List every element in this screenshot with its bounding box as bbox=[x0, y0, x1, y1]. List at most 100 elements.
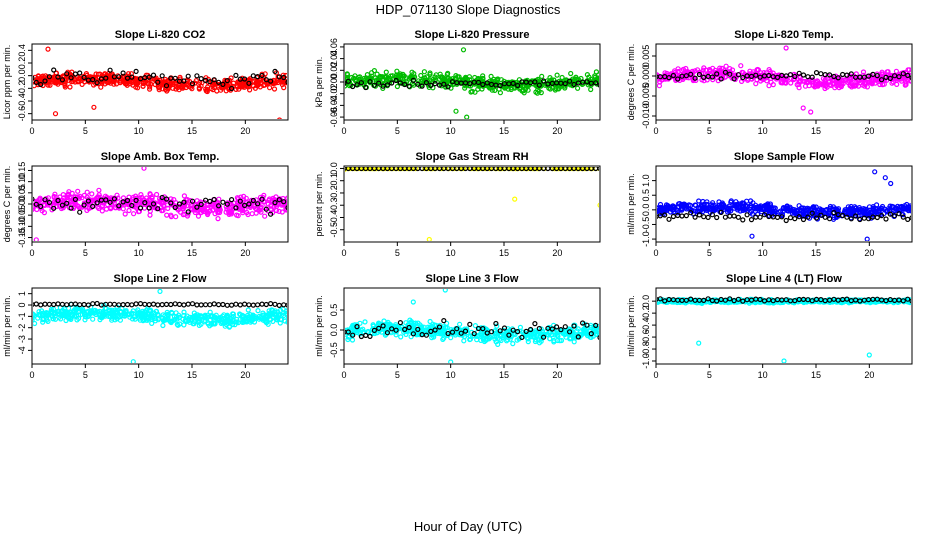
point-reference bbox=[826, 216, 833, 222]
point-all bbox=[893, 68, 900, 74]
point-reference bbox=[42, 301, 48, 307]
point-reference bbox=[532, 79, 538, 85]
point-reference bbox=[350, 332, 356, 338]
plot-frame bbox=[655, 165, 913, 243]
point-all bbox=[448, 359, 454, 363]
point-all bbox=[96, 205, 102, 211]
point-reference bbox=[809, 74, 815, 80]
point-all bbox=[756, 204, 762, 210]
point-all bbox=[106, 310, 112, 316]
y-tick-label: -1 bbox=[17, 312, 27, 320]
x-tick-label: 5 bbox=[395, 370, 400, 380]
point-reference bbox=[571, 323, 577, 329]
point-reference bbox=[436, 324, 443, 330]
point-all bbox=[772, 208, 778, 214]
x-tick-label: 0 bbox=[653, 370, 658, 380]
point-all bbox=[214, 88, 220, 94]
point-reference bbox=[497, 328, 503, 334]
y-tick-label: 0.000 bbox=[641, 65, 651, 88]
point-reference bbox=[150, 201, 157, 207]
point-reference bbox=[233, 205, 239, 211]
y-tick-label: 0.4 bbox=[17, 44, 27, 57]
point-all bbox=[81, 192, 87, 198]
point-all bbox=[236, 205, 242, 211]
point-reference bbox=[246, 80, 252, 86]
point-all bbox=[180, 212, 186, 218]
point-all bbox=[865, 299, 871, 305]
point-all bbox=[415, 320, 421, 326]
point-all bbox=[538, 89, 544, 96]
y-tick-label: -0.8 bbox=[641, 341, 651, 357]
point-reference bbox=[94, 300, 100, 307]
point-reference bbox=[735, 72, 742, 78]
point-reference bbox=[584, 322, 590, 328]
point-all bbox=[401, 73, 407, 79]
point-reference bbox=[393, 77, 399, 84]
point-reference bbox=[809, 298, 815, 304]
point-reference bbox=[124, 197, 131, 204]
point-all bbox=[517, 324, 524, 330]
point-reference bbox=[146, 205, 152, 211]
point-all bbox=[80, 308, 86, 314]
point-reference bbox=[51, 67, 57, 73]
point-all bbox=[453, 108, 459, 114]
point-reference bbox=[142, 301, 148, 307]
point-reference bbox=[844, 296, 850, 302]
point-reference bbox=[129, 202, 135, 209]
point-all bbox=[173, 214, 179, 220]
point-all bbox=[852, 83, 858, 89]
y-tick-label: 0 bbox=[17, 303, 27, 308]
point-all bbox=[255, 308, 261, 314]
point-all bbox=[88, 310, 95, 316]
point-reference bbox=[900, 71, 906, 77]
point-all bbox=[241, 318, 247, 324]
point-reference bbox=[445, 330, 451, 337]
point-reference bbox=[229, 197, 235, 203]
point-all bbox=[427, 70, 433, 76]
point-all bbox=[788, 80, 794, 86]
y-axis-label: kPa per min. bbox=[314, 57, 324, 108]
point-all bbox=[508, 86, 514, 93]
point-reference bbox=[224, 77, 230, 84]
point-all bbox=[223, 319, 229, 325]
point-reference bbox=[194, 302, 200, 308]
point-all bbox=[870, 76, 877, 83]
point-reference bbox=[242, 76, 248, 82]
point-all bbox=[227, 209, 233, 215]
x-tick-label: 15 bbox=[187, 370, 197, 380]
point-reference bbox=[432, 327, 438, 333]
point-reference bbox=[198, 201, 204, 207]
x-tick-label: 10 bbox=[758, 370, 768, 380]
point-reference bbox=[137, 205, 144, 211]
y-tick-label: 0.15 bbox=[17, 162, 27, 180]
point-reference bbox=[692, 75, 698, 81]
point-all bbox=[98, 84, 104, 90]
points bbox=[657, 45, 911, 115]
point-reference bbox=[259, 196, 265, 202]
point-reference bbox=[90, 301, 96, 307]
point-all bbox=[552, 167, 558, 172]
point-reference bbox=[805, 214, 811, 220]
point-reference bbox=[519, 334, 525, 340]
point-reference bbox=[675, 212, 681, 219]
point-all bbox=[510, 341, 516, 347]
point-all bbox=[727, 206, 733, 212]
x-tick-label: 20 bbox=[864, 248, 874, 258]
point-reference bbox=[116, 203, 122, 209]
point-reference bbox=[397, 320, 403, 326]
y-tick-label: 0.00 bbox=[17, 195, 27, 213]
point-all bbox=[270, 195, 276, 201]
point-all bbox=[494, 330, 500, 336]
point-all bbox=[140, 83, 146, 89]
point-reference bbox=[891, 73, 898, 79]
point-reference bbox=[714, 214, 720, 221]
point-reference bbox=[259, 72, 265, 79]
point-all bbox=[374, 71, 380, 77]
point-reference bbox=[865, 216, 872, 222]
point-reference bbox=[33, 301, 39, 307]
point-reference bbox=[246, 201, 252, 207]
x-tick-label: 0 bbox=[653, 126, 658, 136]
point-all bbox=[60, 192, 66, 198]
point-reference bbox=[449, 329, 456, 335]
